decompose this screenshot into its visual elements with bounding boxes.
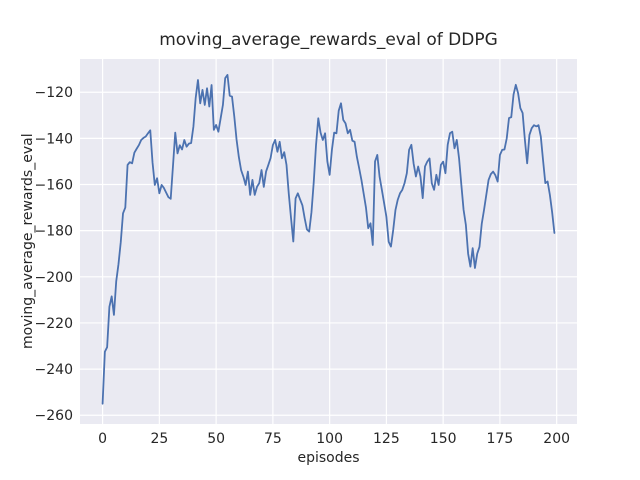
- y-tick-label: −200: [35, 270, 73, 286]
- y-tick-label: −160: [35, 178, 73, 194]
- x-tick-label: 200: [543, 431, 570, 447]
- y-tick-label: −240: [35, 362, 73, 378]
- x-axis-label: episodes: [297, 450, 360, 466]
- x-tick-label: 0: [98, 431, 107, 447]
- y-tick-label: −260: [35, 408, 73, 424]
- x-tick-label: 25: [150, 431, 168, 447]
- x-tick-label: 125: [373, 431, 400, 447]
- x-tick-label: 175: [487, 431, 514, 447]
- y-tick-label: −120: [35, 85, 73, 101]
- series-line: [101, 74, 556, 405]
- chart-title: moving_average_rewards_eval of DDPG: [159, 30, 498, 50]
- y-tick-label: −220: [35, 316, 73, 332]
- x-tick-label: 50: [207, 431, 225, 447]
- axes-background: [80, 59, 577, 424]
- y-tick-label: −140: [35, 131, 73, 147]
- y-tick-label: −180: [35, 224, 73, 240]
- x-tick-label: 100: [316, 431, 343, 447]
- x-tick-label: 150: [430, 431, 457, 447]
- x-tick-label: 75: [264, 431, 282, 447]
